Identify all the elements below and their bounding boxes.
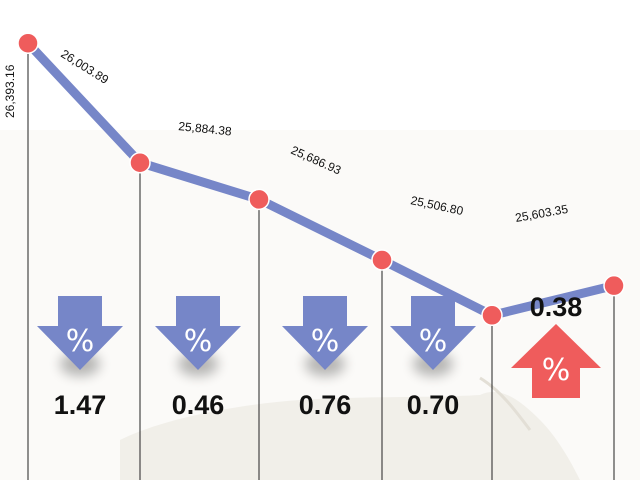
data-point — [248, 188, 270, 211]
down-arrow-icon — [282, 296, 368, 370]
change-label: 0.76 — [299, 390, 352, 420]
percent-symbol: % — [311, 324, 340, 359]
series-line — [23, 38, 619, 320]
vertical-lines — [27, 43, 615, 480]
change-label: 0.70 — [407, 390, 460, 420]
down-arrow-indicator: % 0.46 — [155, 296, 241, 420]
percent-symbol: % — [542, 353, 571, 388]
data-point — [481, 304, 503, 327]
down-arrow-icon — [155, 296, 241, 370]
down-arrow-indicator: % 1.47 — [37, 296, 123, 420]
up-arrow-indicator: % 0.38 — [511, 292, 601, 398]
data-point — [603, 274, 625, 297]
change-indicators: % 1.47% 0.46% 0.76% 0.70% 0.38 — [37, 292, 601, 420]
down-arrow-indicator: % 0.70 — [390, 296, 476, 420]
data-point — [371, 249, 393, 271]
change-label: 0.46 — [172, 390, 225, 420]
down-arrow-icon — [37, 296, 123, 370]
change-label: 1.47 — [54, 390, 107, 420]
value-label: 26,393.16 — [3, 64, 17, 118]
data-point — [129, 151, 151, 174]
series-markers — [17, 32, 625, 327]
down-arrow-indicator: % 0.76 — [282, 296, 368, 420]
percent-symbol: % — [184, 324, 213, 359]
up-arrow-icon — [511, 324, 601, 398]
down-arrow-icon — [390, 296, 476, 370]
value-label: 25,884.38 — [178, 119, 233, 139]
percent-symbol: % — [66, 324, 95, 359]
percent-symbol: % — [419, 324, 448, 359]
data-point — [17, 32, 39, 54]
change-label: 0.38 — [530, 292, 583, 322]
series-line-path — [23, 38, 619, 320]
